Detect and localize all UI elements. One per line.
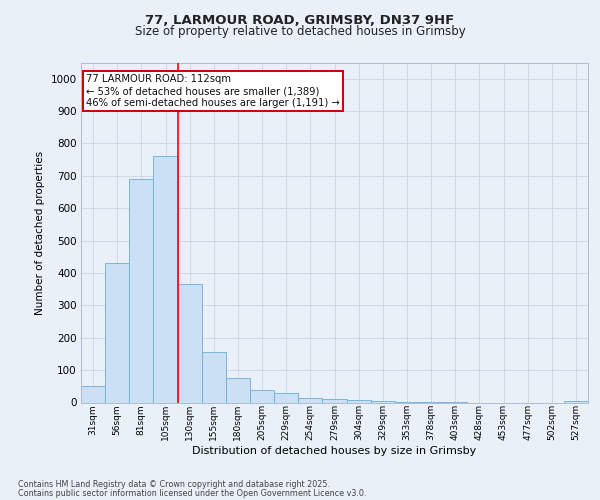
Bar: [347, 400, 371, 402]
Bar: [298, 398, 322, 402]
Bar: [564, 401, 588, 402]
Bar: [250, 390, 274, 402]
Text: 77, LARMOUR ROAD, GRIMSBY, DN37 9HF: 77, LARMOUR ROAD, GRIMSBY, DN37 9HF: [145, 14, 455, 27]
Y-axis label: Number of detached properties: Number of detached properties: [35, 150, 45, 314]
Text: 77 LARMOUR ROAD: 112sqm
← 53% of detached houses are smaller (1,389)
46% of semi: 77 LARMOUR ROAD: 112sqm ← 53% of detache…: [86, 74, 340, 108]
Bar: [202, 352, 226, 403]
Bar: [274, 393, 298, 402]
Text: Size of property relative to detached houses in Grimsby: Size of property relative to detached ho…: [134, 25, 466, 38]
Bar: [81, 386, 105, 402]
Text: Contains HM Land Registry data © Crown copyright and database right 2025.: Contains HM Land Registry data © Crown c…: [18, 480, 330, 489]
Bar: [322, 398, 347, 402]
Bar: [178, 284, 202, 403]
Bar: [371, 401, 395, 402]
Bar: [129, 179, 154, 402]
Bar: [154, 156, 178, 402]
Bar: [226, 378, 250, 402]
X-axis label: Distribution of detached houses by size in Grimsby: Distribution of detached houses by size …: [193, 446, 476, 456]
Text: Contains public sector information licensed under the Open Government Licence v3: Contains public sector information licen…: [18, 488, 367, 498]
Bar: [105, 264, 129, 402]
